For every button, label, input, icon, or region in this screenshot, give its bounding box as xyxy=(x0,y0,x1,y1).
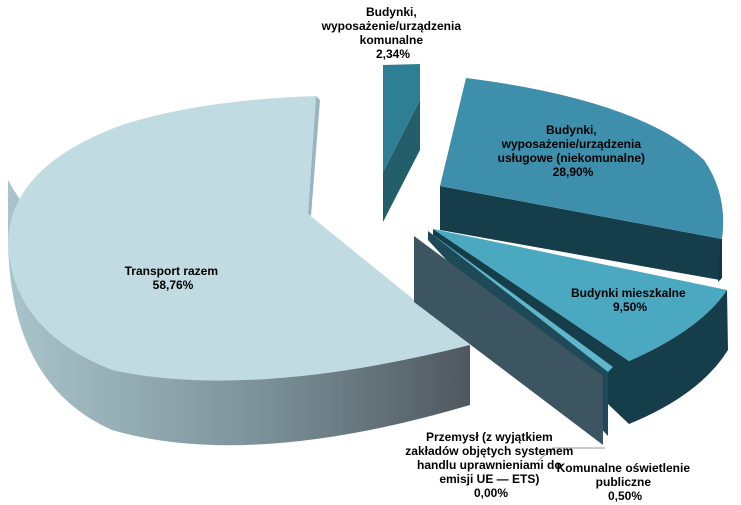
slice-transport-razem xyxy=(8,96,470,446)
slice-mieszkalne-top-face xyxy=(433,229,727,361)
slice-uslugowe-top-face xyxy=(440,78,724,239)
slice-komunalne-side xyxy=(383,100,420,222)
value-komunalne-oswietlenie: 0,50% xyxy=(608,489,642,503)
slice-transport-side xyxy=(8,180,470,446)
value-budynki-mieszkalne: 9,50% xyxy=(613,300,647,314)
przemysl-leader-line xyxy=(537,447,605,462)
value-przemysl: 0,00% xyxy=(474,486,508,500)
slice-budynki-komunalne xyxy=(383,64,420,222)
label-komunalne-oswietlenie: Komunalne oświetlenie publiczne 0,50% xyxy=(557,461,694,503)
slice-mieszkalne-side-front xyxy=(629,290,728,424)
label-przemysl: Przemysł (z wyjątkiem zakładów objętych … xyxy=(405,430,576,500)
slice-uslugowe-side xyxy=(440,186,722,280)
slice-przemysl-wall xyxy=(414,236,603,445)
slice-oswietlenie-top-face xyxy=(428,231,613,372)
label-transport-razem: Transport razem 58,76% xyxy=(125,264,222,292)
label-budynki-komunalne: Budynki, wyposażenie/urządzenia komunaln… xyxy=(321,5,465,61)
label-budynki-uslugowe: Budynki, wyposażenie/urządzenia usługowe… xyxy=(498,123,649,179)
label-budynki-mieszkalne: Budynki mieszkalne 9,50% xyxy=(571,286,689,314)
slice-uslugowe-side-front xyxy=(718,239,722,282)
value-transport-razem: 58,76% xyxy=(153,278,194,292)
value-budynki-uslugowe: 28,90% xyxy=(553,165,594,179)
slice-przemysl xyxy=(414,236,603,445)
value-budynki-komunalne: 2,34% xyxy=(376,47,410,61)
slice-budynki-uslugowe xyxy=(440,78,724,282)
slice-komunalne-top-face xyxy=(383,64,420,172)
slice-transport-inner-wall xyxy=(308,96,320,216)
slice-transport-top-face xyxy=(8,96,470,381)
